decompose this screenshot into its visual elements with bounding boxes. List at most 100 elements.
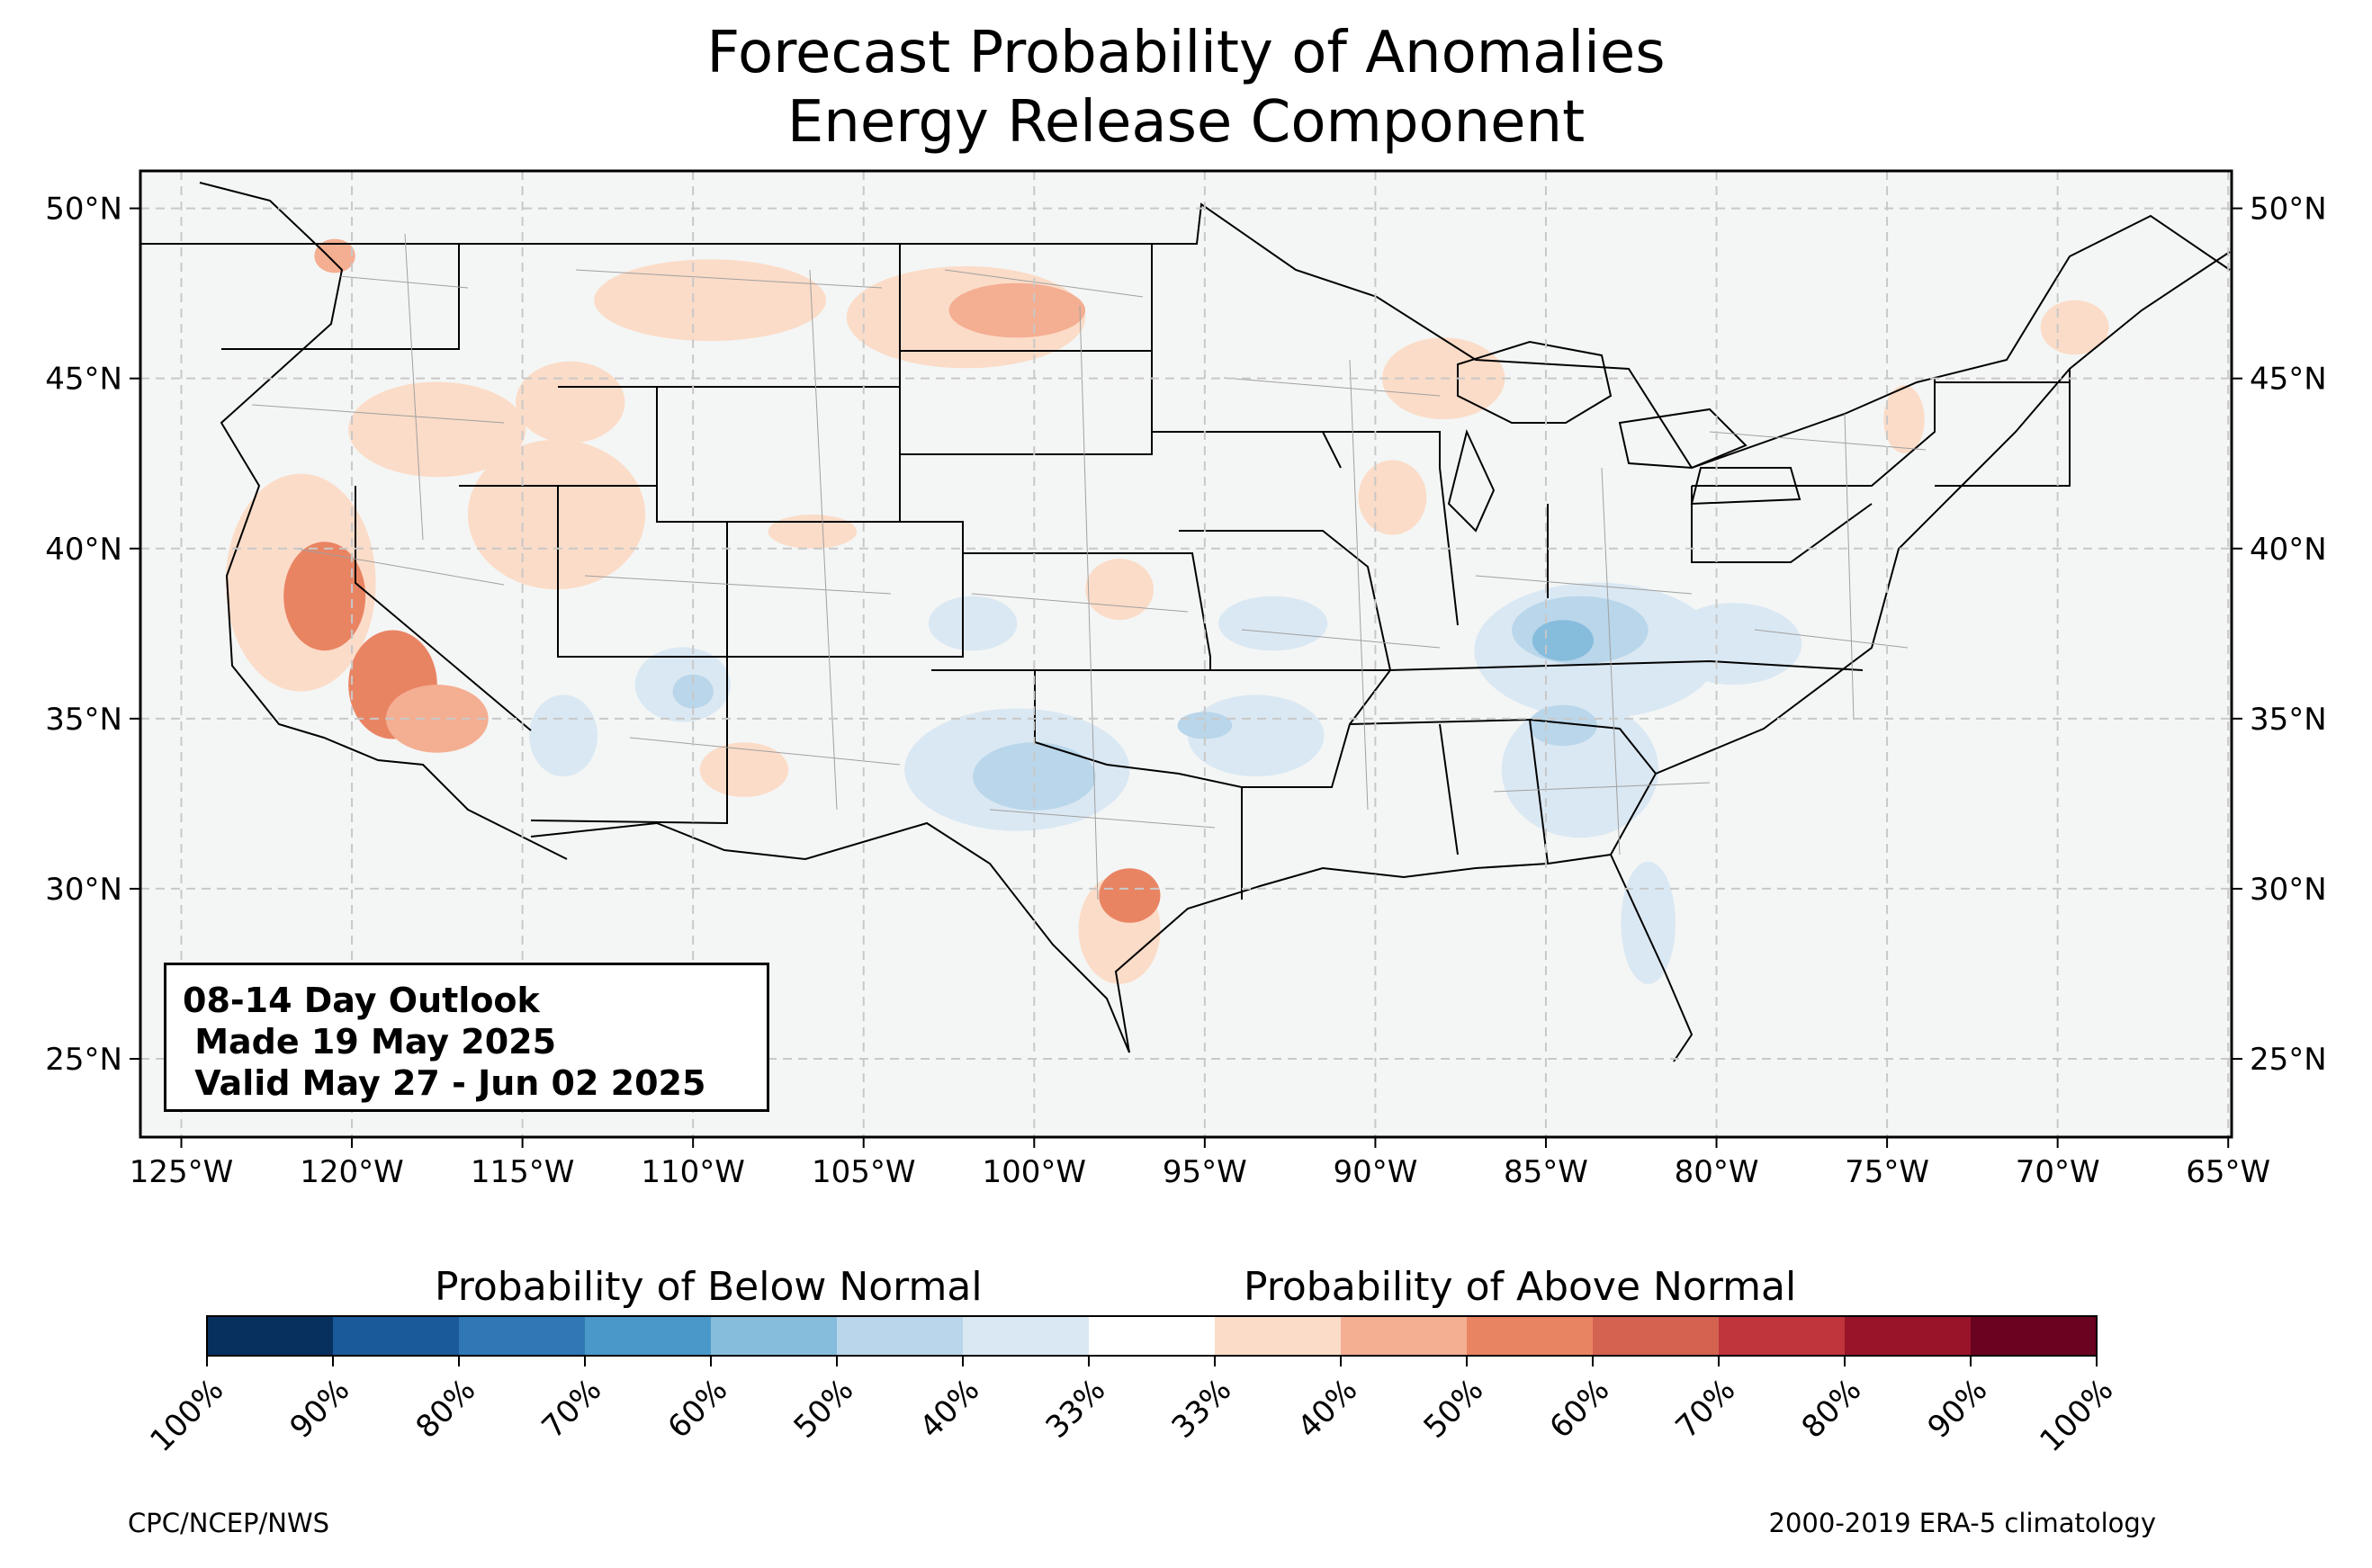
anomaly-region-below-22	[1532, 620, 1594, 661]
below-normal-label: Probability of Below Normal	[435, 1264, 983, 1310]
colorbar-tick-label: 40%	[1291, 1372, 1365, 1446]
colorbar-tick-label: 60%	[1543, 1372, 1617, 1446]
state-line-co-nm	[726, 521, 964, 658]
colorbar-tick-label: 60%	[661, 1372, 735, 1446]
outlook-valid-range: Valid May 27 - Jun 02 2025	[183, 1063, 706, 1103]
anomaly-region-below-31	[529, 694, 597, 777]
anomaly-region-above-1	[283, 542, 366, 651]
colorbar-swatch	[1971, 1316, 2098, 1356]
colorbar-swatch	[1719, 1316, 1846, 1356]
colorbar-tick-label: 80%	[1795, 1372, 1869, 1446]
mexico-border	[530, 821, 1130, 1053]
latitude-ticks: 25°N 25°N 30°N 30°N 35°N 35°N 40°N 40°N 45°N 45°N…	[45, 192, 2326, 1078]
state-line-ne-ks	[899, 454, 1211, 671]
colorbar-tick-label: 70%	[1669, 1372, 1743, 1446]
state-line-ne	[1935, 369, 2071, 487]
coastline	[199, 182, 568, 860]
state-line-ia-mn	[1151, 351, 1342, 469]
longitude-ticks: 125°W 120°W 115°W 110°W 105°W 100°W 95°W 90°W 85…	[130, 1137, 2270, 1190]
anomaly-region-above-19	[699, 742, 789, 797]
anomaly-region-above-8	[594, 259, 826, 342]
colorbar-swatch	[1089, 1316, 1216, 1356]
anomaly-regions	[225, 238, 2109, 984]
colorbar-swatch	[837, 1316, 964, 1356]
lon-tick-label: 80°W	[1675, 1154, 1759, 1190]
colorbar-tick-label: 50%	[787, 1372, 861, 1446]
colorbar-tick-label: 100%	[143, 1372, 230, 1459]
footer-source: CPC/NCEP/NWS	[128, 1508, 330, 1538]
county-lines	[251, 233, 1927, 900]
gulf-coast	[1114, 853, 1694, 1062]
anomaly-region-above-6	[516, 361, 625, 444]
anomaly-region-below-33	[1218, 596, 1328, 651]
colorbar-tick-label: 100%	[2033, 1372, 2120, 1459]
colorbar-tick-label: 90%	[1921, 1372, 1995, 1446]
lon-tick-label: 85°W	[1504, 1154, 1588, 1190]
outlook-made-date: Made 19 May 2025	[183, 1022, 557, 1062]
lat-tick-label-left: 45°N	[45, 362, 122, 398]
chart-title-line2: Energy Release Component	[786, 89, 1586, 156]
outlook-period: 08-14 Day Outlook	[183, 981, 540, 1020]
lon-tick-label: 105°W	[812, 1154, 916, 1190]
footer-climatology: 2000-2019 ERA-5 climatology	[1768, 1508, 2156, 1538]
lon-tick-label: 100°W	[983, 1154, 1087, 1190]
state-line-ar-la	[1242, 669, 1391, 788]
lat-tick-label-right: 30°N	[2250, 872, 2327, 908]
state-boundaries	[140, 182, 2231, 1062]
state-line-tn-ky	[1389, 659, 1864, 671]
state-line-il-wi	[1323, 431, 1441, 468]
great-lakes	[1447, 340, 1801, 533]
lon-tick-label: 115°W	[471, 1154, 575, 1190]
anomaly-region-below-26	[973, 742, 1096, 811]
state-line-ny-pa	[1692, 378, 2070, 487]
map-frame	[139, 169, 2233, 1139]
lat-tick-label-left: 50°N	[45, 192, 122, 228]
lat-tick-label-left: 25°N	[45, 1042, 122, 1078]
lat-tick-label-right: 40°N	[2250, 532, 2327, 568]
colorbar-tick-label: 70%	[535, 1372, 609, 1446]
lat-tick-label-left: 35°N	[45, 702, 122, 738]
colorbar-swatch	[711, 1316, 838, 1356]
state-line-dakotas	[899, 244, 1153, 455]
state-line-or-wa	[221, 244, 460, 350]
colorbar-tick-label: 80%	[409, 1372, 483, 1446]
colorbar-swatch	[207, 1316, 334, 1356]
lon-tick-label: 120°W	[300, 1154, 404, 1190]
anomaly-region-above-7	[314, 238, 355, 273]
atlantic-coast	[1610, 251, 2231, 856]
colorbar: 100% 90% 80% 70% 60% 50% 40% 33% 33% 40% 50% 60% 70%…	[143, 1315, 2120, 1459]
lon-tick-label: 75°W	[1845, 1154, 1929, 1190]
anomaly-region-above-10	[948, 282, 1086, 338]
colorbar-tick-label: 33%	[1039, 1372, 1113, 1446]
lon-tick-label: 70°W	[2016, 1154, 2100, 1190]
colorbar-swatch	[1845, 1316, 1972, 1356]
state-line-oh-in	[1439, 467, 1873, 626]
anomaly-region-below-24	[1529, 704, 1597, 747]
anomaly-region-below-34	[1665, 603, 1802, 685]
anomaly-region-above-5	[467, 439, 646, 590]
lat-tick-label-left: 40°N	[45, 532, 122, 568]
colorbar-tick-label: 33%	[1165, 1372, 1239, 1446]
canada-border	[140, 202, 2231, 470]
county-boundaries	[251, 233, 1927, 900]
lat-tick-label-right: 25°N	[2250, 1042, 2327, 1078]
anomaly-region-above-12	[1099, 868, 1161, 923]
anomaly-region-above-4	[348, 381, 526, 478]
anomaly-region-below-32	[928, 596, 1018, 651]
state-line-mo-ar	[1179, 530, 1392, 671]
colorbar-swatch	[1593, 1316, 1720, 1356]
gridlines	[140, 171, 2232, 1137]
colorbar-swatch	[459, 1316, 586, 1356]
anomaly-region-above-17	[768, 515, 858, 549]
lon-tick-label: 95°W	[1163, 1154, 1247, 1190]
lon-tick-label: 125°W	[130, 1154, 234, 1190]
colorbar-swatch	[1341, 1316, 1468, 1356]
colorbar-swatch	[963, 1316, 1090, 1356]
lat-tick-label-right: 50°N	[2250, 192, 2327, 228]
state-line-ga-fl	[1439, 719, 1657, 856]
lat-tick-label-right: 45°N	[2250, 362, 2327, 398]
anomaly-region-above-13	[1358, 460, 1427, 535]
above-normal-label: Probability of Above Normal	[1244, 1264, 1797, 1310]
anomaly-region-above-16	[1883, 385, 1925, 453]
